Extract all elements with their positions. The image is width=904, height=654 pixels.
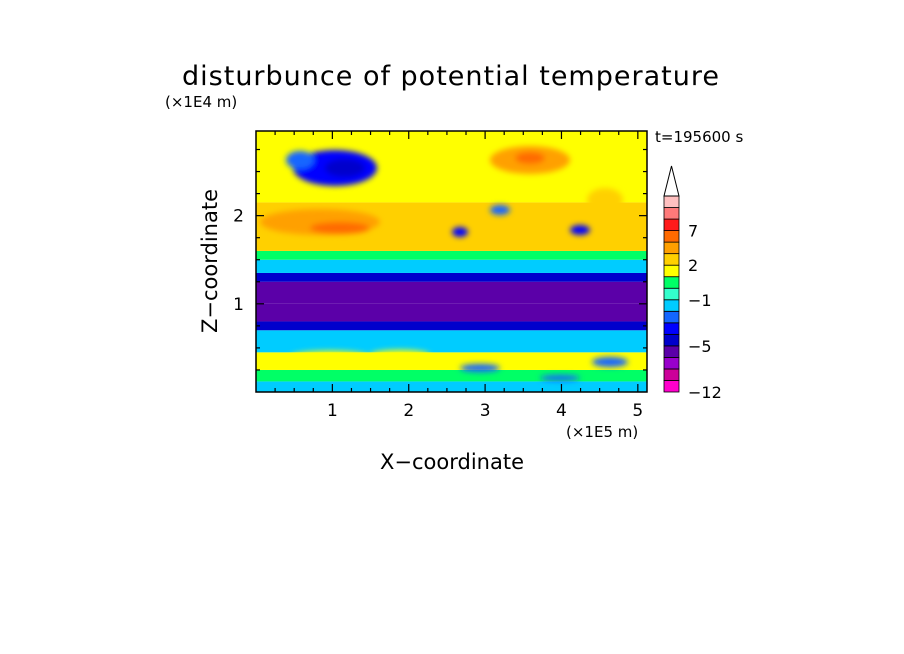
y-tick-label: 1 [233, 295, 244, 315]
y-axis-scale-label: (×1E4 m) [165, 93, 237, 111]
x-axis-scale-label: (×1E5 m) [566, 423, 638, 441]
x-tick-label: 4 [556, 401, 567, 421]
feature-warm-core-right [515, 152, 545, 164]
colorbar-swatch [663, 253, 680, 266]
colorbar-swatch [663, 299, 680, 312]
colorbar-swatch [663, 333, 680, 347]
plot-frame [255, 130, 648, 393]
chart-title: disturbunce of potential temperature [182, 61, 720, 92]
feature-cold-blob-left [286, 151, 314, 169]
colorbar-extend-arrow [663, 165, 680, 197]
colorbar-swatch [663, 368, 680, 381]
field-band-1 [256, 369, 647, 382]
feature-cold-low-3 [460, 364, 500, 372]
field-band-0 [256, 381, 647, 392]
colorbar-labels: 7 2 −1 −5 −12 [688, 222, 722, 402]
colorbar-swatch [663, 207, 680, 220]
colorbar-swatch [663, 264, 680, 278]
x-tick-label: 1 [327, 401, 338, 421]
feature-warm-patch-right [587, 188, 623, 212]
colorbar-label: 7 [688, 222, 698, 241]
field-band-7 [256, 272, 647, 282]
feature-cold-core-upper-left [325, 159, 365, 177]
colorbar-swatch [663, 345, 680, 358]
field-band-5 [256, 303, 647, 322]
field-band-8 [256, 259, 647, 273]
colorbar-swatch [663, 322, 680, 335]
colorbar-swatch [663, 218, 680, 231]
field-band-4 [256, 321, 647, 331]
colorbar-swatch [663, 195, 680, 208]
x-axis-tick-labels: 1 2 3 4 5 [327, 401, 643, 421]
field-features [260, 146, 628, 381]
colorbar [663, 165, 680, 393]
colorbar-label: −1 [688, 291, 712, 310]
y-axis-tick-labels: 12 [233, 207, 244, 315]
field-band-6 [256, 281, 647, 304]
feature-cold-low-4 [592, 357, 628, 367]
colorbar-label: −12 [688, 383, 722, 402]
colorbar-label: 2 [688, 256, 698, 275]
colorbar-swatch [663, 241, 680, 255]
y-tick-label: 2 [233, 207, 244, 227]
plot-area [256, 131, 647, 392]
feature-cold-patch-right [570, 225, 590, 235]
colorbar-swatch [663, 276, 680, 289]
x-tick-label: 2 [403, 401, 414, 421]
y-axis-ticks [256, 148, 647, 371]
colorbar-swatch [663, 230, 680, 243]
colorbar-swatch [663, 287, 680, 301]
time-label: t=195600 s [655, 128, 743, 146]
colorbar-label: −5 [688, 337, 712, 356]
x-tick-label: 3 [480, 401, 491, 421]
x-axis-label: X−coordinate [380, 450, 524, 474]
feature-warm-core-left [310, 222, 370, 234]
feature-cold-low-5 [540, 375, 580, 381]
x-axis-ticks [274, 131, 639, 392]
field-band-9 [256, 250, 647, 260]
feature-cold-patch-center [452, 227, 468, 237]
y-axis-label: Z−coordinate [198, 189, 222, 333]
colorbar-swatch [663, 310, 680, 324]
x-tick-label: 5 [632, 401, 643, 421]
feature-cool-low-2 [370, 350, 430, 360]
colorbar-swatch [663, 380, 680, 393]
feature-cool-low-1 [290, 351, 370, 363]
field-band-3 [256, 330, 647, 353]
feature-cold-patch-center-right [490, 205, 510, 215]
colorbar-swatch [663, 357, 680, 370]
